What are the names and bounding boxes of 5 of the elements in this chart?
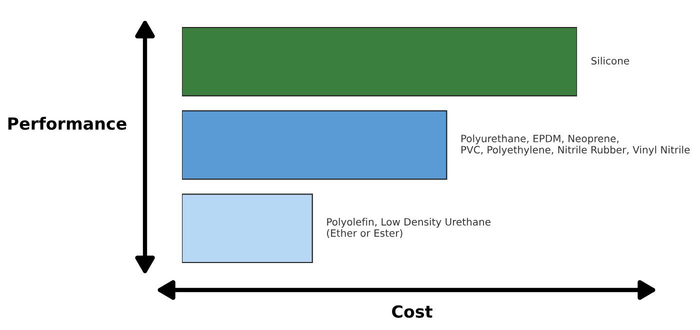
x-axis-title: Cost: [392, 305, 432, 318]
y-axis-title: Performance: [8, 116, 126, 130]
annotation: Silicone: [591, 56, 630, 65]
annotation: Polyurethane, EPDM, Neoprene, PVC, Polyethylene, Nitrile Rubber, Vinyl Nitrile: [461, 134, 690, 156]
annotation: Polyolefin, Low Density Urethane (Ether or Ester): [327, 218, 490, 238]
